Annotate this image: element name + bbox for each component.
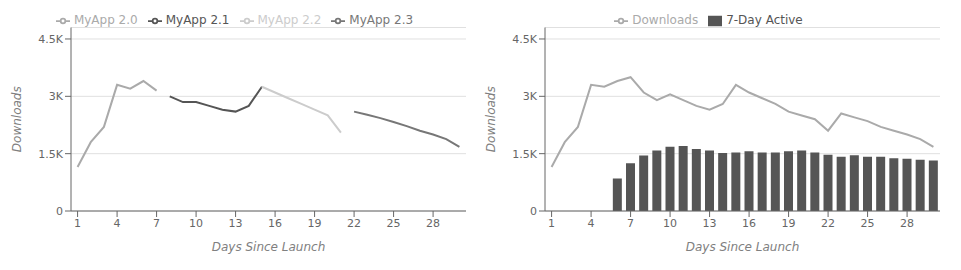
html-text:MyApp 2.2: MyApp 2.2 — [257, 13, 322, 27]
svg-text:Downloads: Downloads — [484, 86, 498, 152]
svg-text:Downloads: Downloads — [10, 86, 24, 152]
html-text:MyApp 2.1: MyApp 2.1 — [165, 13, 230, 27]
svg-text:0: 0 — [56, 205, 63, 218]
svg-text:4.5K: 4.5K — [38, 33, 63, 46]
html-text:MyApp 2.3: MyApp 2.3 — [349, 13, 414, 27]
html-text:MyApp 2.0: MyApp 2.0 — [73, 13, 138, 27]
svg-text:28: 28 — [900, 217, 914, 230]
svg-text:19: 19 — [308, 217, 322, 230]
html-text:7-Day Active: 7-Day Active — [726, 13, 803, 27]
svg-text:13: 13 — [703, 217, 717, 230]
svg-text:1.5K: 1.5K — [512, 148, 537, 161]
svg-text:Days Since Launch: Days Since Launch — [686, 240, 800, 254]
svg-text:22: 22 — [821, 217, 835, 230]
svg-text:10: 10 — [663, 217, 677, 230]
svg-text:1.5K: 1.5K — [38, 148, 63, 161]
svg-text:4: 4 — [588, 217, 595, 230]
svg-text:1: 1 — [74, 217, 81, 230]
svg-text:25: 25 — [387, 217, 401, 230]
svg-text:1: 1 — [548, 217, 555, 230]
svg-text:3K: 3K — [523, 90, 538, 103]
svg-text:10: 10 — [189, 217, 203, 230]
svg-text:4.5K: 4.5K — [512, 33, 537, 46]
svg-text:7: 7 — [153, 217, 160, 230]
svg-text:4: 4 — [114, 217, 121, 230]
svg-text:7: 7 — [627, 217, 634, 230]
svg-text:3K: 3K — [49, 90, 64, 103]
svg-text:13: 13 — [229, 217, 243, 230]
svg-text:19: 19 — [782, 217, 796, 230]
svg-text:25: 25 — [861, 217, 875, 230]
svg-text:Days Since Launch: Days Since Launch — [212, 240, 326, 254]
svg-text:28: 28 — [426, 217, 440, 230]
svg-text:16: 16 — [742, 217, 756, 230]
svg-text:0: 0 — [530, 205, 537, 218]
svg-text:16: 16 — [268, 217, 282, 230]
html-text:Downloads: Downloads — [632, 13, 699, 27]
svg-text:22: 22 — [347, 217, 361, 230]
